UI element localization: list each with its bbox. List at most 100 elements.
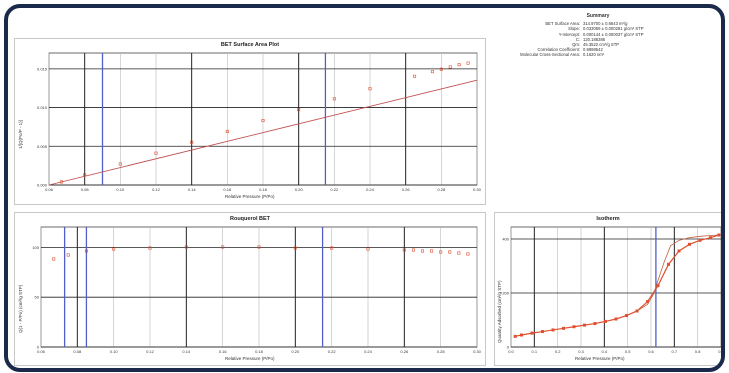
data-point (698, 238, 702, 242)
bet-plot-title: BET Surface Area Plot (220, 42, 280, 48)
y-tick-label: 0.000 (37, 183, 48, 188)
x-tick-label: 0.26 (400, 349, 409, 354)
data-point (466, 252, 470, 256)
y-tick-label: 0 (37, 345, 40, 350)
summary-value: 0.1620 nm² (583, 52, 605, 58)
data-point (709, 236, 713, 240)
data-point (52, 257, 56, 261)
data-point (293, 246, 297, 250)
summary-row: C: 120.188386 (498, 37, 698, 42)
data-point (366, 247, 370, 251)
data-point (562, 326, 566, 330)
x-tick-label: 0.6 (648, 349, 654, 354)
data-point (148, 246, 152, 250)
x-tick-label: 0.08 (73, 349, 82, 354)
x-tick-label: 0.16 (219, 349, 228, 354)
data-point (439, 67, 443, 71)
bet-plot-chart: 0.06 0.08 0.10 0.12 0.14 0.16 0.18 0.20 0.22 0.24… (37, 52, 482, 192)
isotherm-panel: Isotherm Quantity Adsorbed (cm³/g STP) 0… (494, 212, 721, 366)
data-point (519, 333, 523, 337)
summary-row: Slope: 0.033069 ± 0.000281 g/cm³ STP (498, 26, 698, 31)
summary-key: Correlation Coefficient: (537, 47, 580, 53)
data-point (225, 129, 229, 133)
bet-plot-panel: BET Surface Area Plot 1/[Q(Po/P - 1)] 0.… (14, 38, 486, 205)
series-line (636, 234, 719, 312)
data-point (625, 314, 629, 318)
data-point (261, 119, 265, 123)
data-point (83, 173, 87, 177)
data-point (59, 180, 63, 184)
series-line (515, 234, 720, 337)
rouquerol-bet-xlabel: Relative Pressure (P/Po) (225, 356, 275, 361)
summary-title: Summary (586, 13, 610, 19)
summary-key: Molecular Cross-Sectional Area: (520, 52, 580, 58)
y-tick-label: 0.010 (37, 105, 48, 110)
data-point (332, 97, 336, 101)
x-tick-label: 0.28 (437, 187, 446, 192)
summary-value: 0.033069 ± 0.000281 g/cm³ STP (583, 26, 644, 32)
x-tick-label: 0.08 (81, 187, 90, 192)
x-tick-label: 0.18 (255, 349, 264, 354)
data-point (540, 330, 544, 334)
data-point (402, 248, 406, 252)
summary-key: Qm: (572, 42, 580, 48)
data-point (667, 262, 671, 266)
data-point (513, 334, 517, 338)
summary-row: Qm: 45.3522 cm³/g STP (498, 42, 698, 47)
summary-value: 0.9998542 (583, 47, 603, 53)
x-tick-label: 0.12 (152, 187, 161, 192)
summary-key: C: (575, 36, 580, 42)
x-tick-label: 0.24 (364, 349, 373, 354)
data-point (118, 162, 122, 166)
x-tick-label: 0.30 (473, 349, 482, 354)
x-tick-label: 0.28 (437, 349, 446, 354)
summary-row: Y-Intercept: 0.000144 ± 0.000037 g/cm³ ST… (498, 32, 698, 37)
fit-line (48, 79, 478, 186)
data-point (430, 70, 434, 74)
x-tick-label: 0.10 (110, 349, 119, 354)
application-frame: BET Surface Area Plot 1/[Q(Po/P - 1)] 0.… (4, 4, 725, 372)
summary-row: Correlation Coefficient: 0.9998542 (498, 47, 698, 52)
data-point (457, 251, 461, 255)
summary-key: BET Surface Area: (545, 21, 580, 27)
data-point (572, 325, 576, 329)
isotherm-xlabel: Relative Pressure (P/Po) (575, 356, 625, 361)
data-point (84, 249, 88, 253)
data-point (411, 248, 415, 252)
y-tick-label: 400 (502, 237, 509, 242)
data-point (688, 242, 692, 246)
data-point (297, 108, 301, 112)
x-tick-label: 0.9 (718, 349, 721, 354)
data-point (184, 245, 188, 249)
data-point (221, 245, 225, 249)
x-tick-label: 0.14 (182, 349, 191, 354)
x-tick-label: 0.20 (291, 349, 300, 354)
rouquerol-bet-panel: Rouquerol BET Q(1 - P/Po) (cm³/g STP) 0.… (14, 212, 486, 366)
data-point (614, 317, 618, 321)
x-tick-label: 0.4 (602, 349, 608, 354)
x-tick-label: 0.06 (45, 187, 54, 192)
data-point (583, 323, 587, 327)
x-tick-label: 0.24 (366, 187, 375, 192)
data-point (420, 249, 424, 253)
data-point (368, 87, 372, 91)
x-tick-label: 0.12 (146, 349, 155, 354)
bet-plot-xlabel: Relative Pressure (P/Po) (225, 194, 275, 199)
data-point (112, 247, 116, 251)
data-point (439, 250, 443, 254)
data-point (530, 331, 534, 335)
data-point (430, 249, 434, 253)
summary-block: Summary BET Surface Area: 314.9700 ± 0.66… (498, 13, 698, 58)
y-tick-label: 0.015 (37, 66, 48, 71)
data-point (457, 63, 461, 67)
data-point (551, 328, 555, 332)
data-point (190, 140, 194, 144)
isotherm-chart: 0.0 0.1 0.2 0.3 0.4 0.5 0.6 0.7 0.8 0.9 0 200 400 (502, 226, 721, 354)
data-point (656, 284, 660, 288)
summary-key: Y-Intercept: (558, 31, 580, 37)
x-tick-label: 0.20 (295, 187, 304, 192)
data-point (154, 151, 158, 155)
x-tick-label: 0.14 (188, 187, 197, 192)
x-tick-label: 0.3 (578, 349, 584, 354)
x-tick-label: 0.22 (330, 187, 339, 192)
